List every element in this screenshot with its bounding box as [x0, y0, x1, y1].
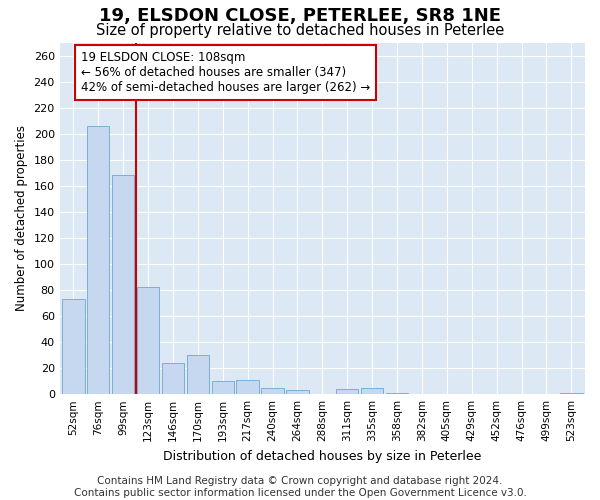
Bar — [212, 381, 234, 394]
Bar — [112, 176, 134, 394]
Bar — [262, 388, 284, 394]
Bar — [386, 393, 408, 394]
Text: Contains HM Land Registry data © Crown copyright and database right 2024.
Contai: Contains HM Land Registry data © Crown c… — [74, 476, 526, 498]
Bar — [162, 363, 184, 394]
X-axis label: Distribution of detached houses by size in Peterlee: Distribution of detached houses by size … — [163, 450, 482, 462]
Bar — [62, 299, 85, 394]
Bar — [87, 126, 109, 394]
Text: 19 ELSDON CLOSE: 108sqm
← 56% of detached houses are smaller (347)
42% of semi-d: 19 ELSDON CLOSE: 108sqm ← 56% of detache… — [80, 52, 370, 94]
Bar — [361, 388, 383, 394]
Bar — [286, 390, 308, 394]
Bar — [137, 288, 159, 394]
Bar — [187, 355, 209, 394]
Bar — [336, 389, 358, 394]
Text: 19, ELSDON CLOSE, PETERLEE, SR8 1NE: 19, ELSDON CLOSE, PETERLEE, SR8 1NE — [99, 8, 501, 26]
Bar — [236, 380, 259, 394]
Text: Size of property relative to detached houses in Peterlee: Size of property relative to detached ho… — [96, 22, 504, 38]
Y-axis label: Number of detached properties: Number of detached properties — [15, 126, 28, 312]
Bar — [560, 393, 583, 394]
